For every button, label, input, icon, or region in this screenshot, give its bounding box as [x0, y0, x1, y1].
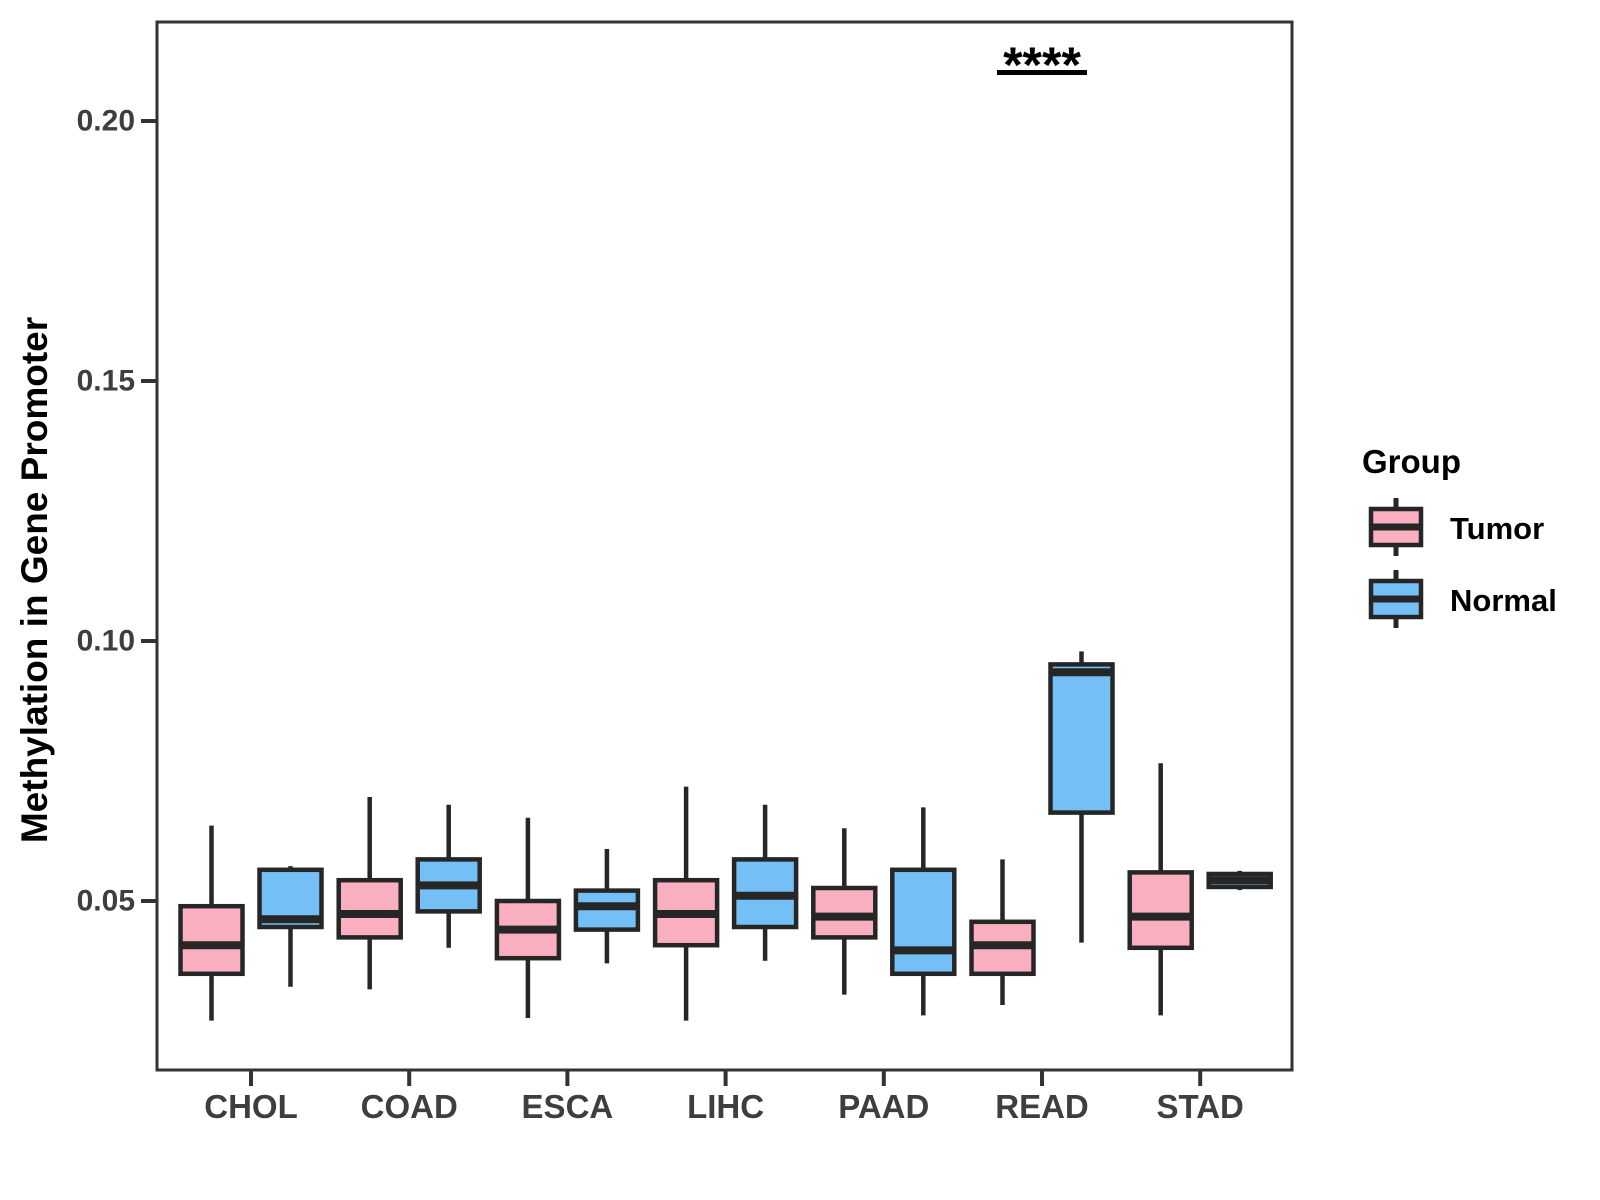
- box-read-normal: [1048, 651, 1115, 943]
- box-lihc-tumor: [652, 786, 720, 1021]
- x-category-label-lihc: LIHC: [687, 1088, 764, 1125]
- legend-label-tumor: Tumor: [1450, 511, 1545, 546]
- y-tick-label: 0.15: [77, 365, 135, 398]
- x-category-label-coad: COAD: [361, 1088, 458, 1125]
- box-stad-tumor: [1127, 763, 1194, 1016]
- box-paad-tumor: [811, 828, 878, 995]
- significance-bar: [997, 70, 1087, 75]
- box-esca-normal: [573, 849, 641, 964]
- x-category-label-paad: PAAD: [838, 1088, 929, 1125]
- y-axis-title: Methylation in Gene Promoter: [14, 316, 55, 844]
- significance-annotation: ****: [997, 37, 1087, 93]
- box-esca-tumor: [494, 817, 562, 1018]
- legend-item-normal: Normal: [1368, 569, 1592, 631]
- normal-boxplot-key-icon: [1368, 568, 1424, 635]
- legend: Group Tumor Normal: [1332, 443, 1592, 643]
- box-coad-normal: [415, 804, 482, 948]
- box-read-tumor: [969, 859, 1036, 1005]
- y-tick-label: 0.10: [77, 625, 135, 658]
- significance-stars: ****: [1003, 37, 1081, 93]
- box-chol-normal: [257, 866, 324, 987]
- box-coad-tumor: [336, 797, 403, 990]
- x-category-label-chol: CHOL: [204, 1088, 298, 1125]
- legend-item-tumor: Tumor: [1368, 497, 1592, 559]
- x-category-label-read: READ: [995, 1088, 1089, 1125]
- y-tick-label: 0.05: [77, 885, 135, 918]
- box-paad-normal: [890, 807, 957, 1016]
- box-stad-normal: [1206, 870, 1273, 891]
- legend-label-normal: Normal: [1450, 583, 1557, 618]
- x-category-label-stad: STAD: [1157, 1088, 1244, 1125]
- box-lihc-normal: [731, 804, 799, 961]
- box-chol-tumor: [178, 825, 245, 1021]
- panel-border: [155, 20, 1294, 1072]
- legend-title: Group: [1362, 443, 1461, 480]
- x-category-label-esca: ESCA: [522, 1088, 614, 1125]
- tumor-boxplot-key-icon: [1368, 496, 1424, 563]
- y-tick-label: 0.20: [77, 105, 135, 138]
